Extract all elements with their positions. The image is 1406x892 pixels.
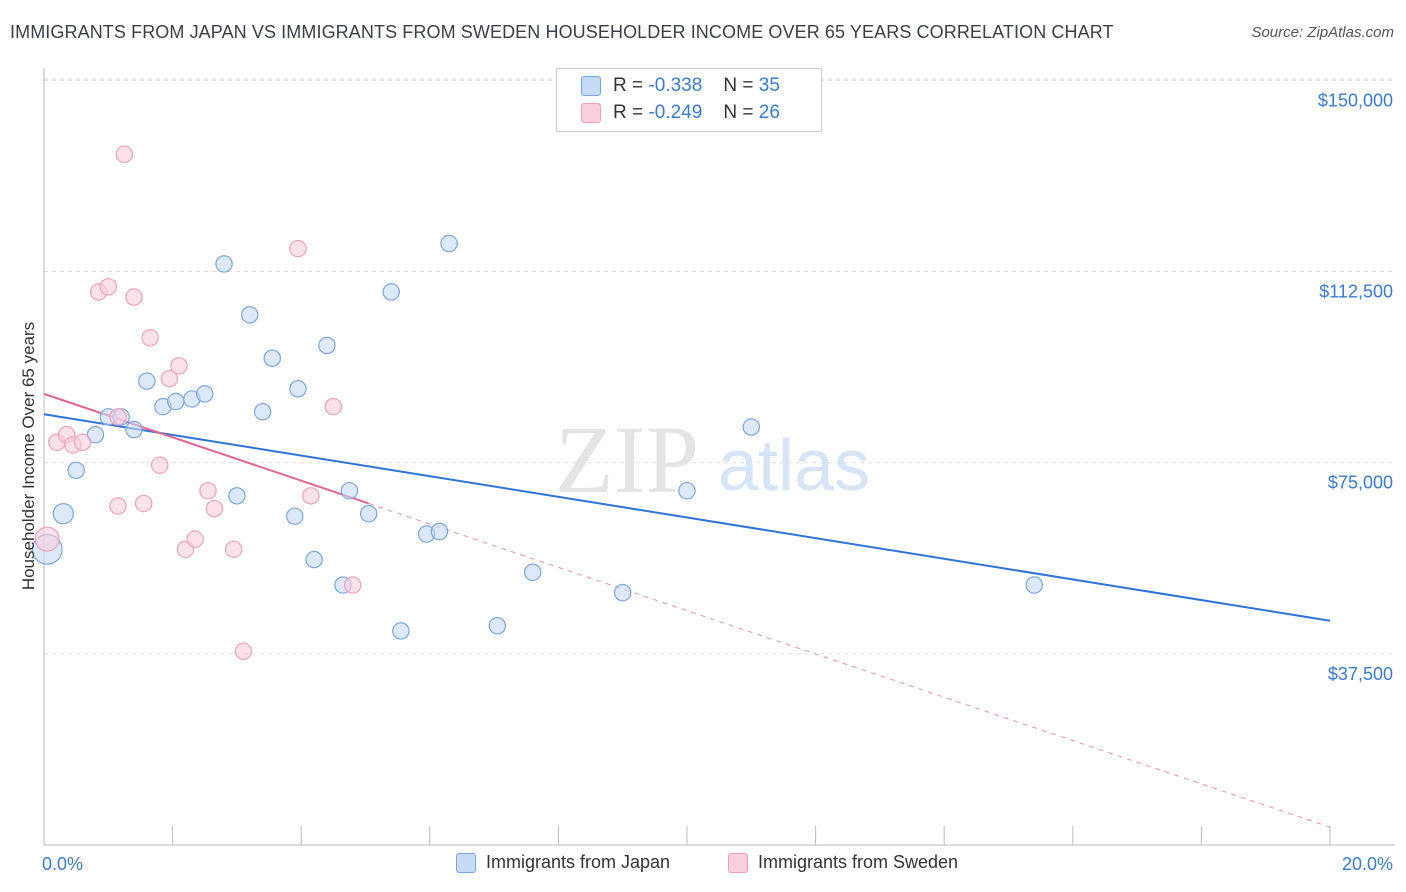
point-japan-14: [241, 306, 259, 324]
legend-row-japan: R = -0.338 N = 35: [581, 73, 780, 99]
point-japan-23: [359, 504, 378, 523]
point-japan-20: [318, 336, 336, 355]
legend-japan-r-label: R =: [613, 75, 644, 96]
point-japan-28: [440, 234, 458, 253]
trend-line-japan: [43, 413, 1331, 622]
y-tick-label-37500: $37,500: [1328, 664, 1393, 684]
point-sweden-14: [160, 369, 179, 388]
series-label-sweden: Immigrants from Sweden: [758, 852, 959, 872]
legend-japan-n-value: 35: [758, 75, 780, 96]
point-sweden-10: [125, 288, 143, 306]
point-sweden-9: [115, 145, 134, 164]
point-sweden-20: [224, 540, 243, 559]
point-japan-27: [430, 522, 449, 541]
legend-swatch-japan: [581, 76, 601, 96]
x-tick-min: 0.0%: [42, 854, 83, 874]
x-tick-max: 20.0%: [1342, 854, 1393, 874]
point-sweden-22: [289, 239, 307, 258]
point-sweden-13: [150, 456, 169, 474]
legend-japan-n-label: N =: [723, 75, 754, 96]
trend-line-sweden-extension: [368, 503, 1331, 828]
trend-line-sweden: [43, 392, 370, 505]
legend-sweden-n-label: N =: [723, 102, 754, 123]
point-japan-9: [167, 392, 185, 411]
point-sweden-0: [34, 526, 60, 552]
axes: [43, 68, 1395, 846]
trend-lines: [43, 392, 1331, 828]
series-legend: Immigrants from Japan Immigrants from Sw…: [0, 852, 1406, 878]
legend-row-sweden: R = -0.249 N = 26: [581, 100, 780, 126]
point-japan-11: [196, 385, 214, 403]
point-sweden-15: [170, 357, 188, 375]
point-sweden-24: [324, 397, 343, 416]
data-points: [31, 145, 1043, 661]
watermark-atlas: atlas: [718, 426, 870, 506]
point-sweden-23: [302, 487, 320, 505]
y-tick-label-75000: $75,000: [1328, 473, 1393, 493]
point-sweden-12: [141, 329, 159, 347]
point-japan-19: [305, 550, 323, 569]
source-label: Source: ZipAtlas.com: [1251, 24, 1394, 41]
grid-lines: [44, 78, 1395, 655]
point-japan-32: [678, 481, 696, 500]
watermark-zip: ZIP: [555, 406, 699, 513]
series-legend-japan: Immigrants from Japan: [456, 852, 670, 873]
point-sweden-19: [205, 499, 224, 518]
point-japan-33: [742, 418, 761, 436]
point-sweden-6: [99, 278, 118, 296]
stats-legend: R = -0.338 N = 35 R = -0.249 N = 26: [556, 68, 822, 132]
point-japan-24: [382, 283, 400, 301]
point-japan-31: [613, 583, 632, 602]
y-tick-labels: $37,500 $75,000 $112,500 $150,000: [1318, 90, 1393, 683]
point-sweden-4: [73, 433, 92, 452]
point-sweden-8: [109, 497, 127, 515]
legend-swatch-sweden: [581, 103, 601, 123]
point-sweden-17: [186, 530, 204, 548]
point-japan-12: [215, 255, 233, 273]
series-label-japan: Immigrants from Japan: [486, 852, 671, 872]
point-japan-29: [488, 617, 507, 635]
y-tick-label-112500: $112,500: [1319, 282, 1393, 302]
point-japan-30: [523, 563, 542, 582]
legend-sweden-r-label: R =: [613, 102, 644, 123]
series-legend-sweden: Immigrants from Sweden: [728, 852, 958, 873]
y-axis-title: Householder Income Over 65 years: [19, 322, 38, 590]
point-japan-7: [138, 372, 156, 390]
watermark: ZIP atlas: [555, 406, 870, 513]
point-japan-16: [263, 349, 282, 367]
point-sweden-11: [134, 494, 153, 513]
legend-sweden-n-value: 26: [758, 102, 780, 123]
y-tick-label-150000: $150,000: [1318, 90, 1393, 110]
point-japan-2: [67, 461, 85, 480]
chart-title: IMMIGRANTS FROM JAPAN VS IMMIGRANTS FROM…: [10, 22, 1114, 42]
point-japan-1: [52, 503, 74, 525]
point-sweden-25: [343, 576, 362, 594]
point-japan-3: [86, 425, 105, 444]
legend-sweden-r-value: -0.249: [648, 102, 703, 123]
point-japan-13: [228, 487, 246, 505]
point-japan-25: [392, 622, 410, 640]
legend-japan-r-value: -0.338: [648, 75, 703, 96]
point-sweden-21: [234, 642, 253, 661]
series-swatch-sweden: [728, 852, 748, 873]
point-japan-17: [286, 507, 304, 525]
point-japan-18: [289, 380, 307, 398]
point-japan-34: [1025, 576, 1043, 594]
point-japan-22: [340, 481, 359, 500]
point-japan-6: [125, 420, 143, 439]
point-sweden-7: [109, 408, 127, 426]
series-swatch-japan: [456, 852, 476, 873]
point-japan-15: [253, 402, 272, 421]
point-sweden-18: [199, 481, 217, 500]
